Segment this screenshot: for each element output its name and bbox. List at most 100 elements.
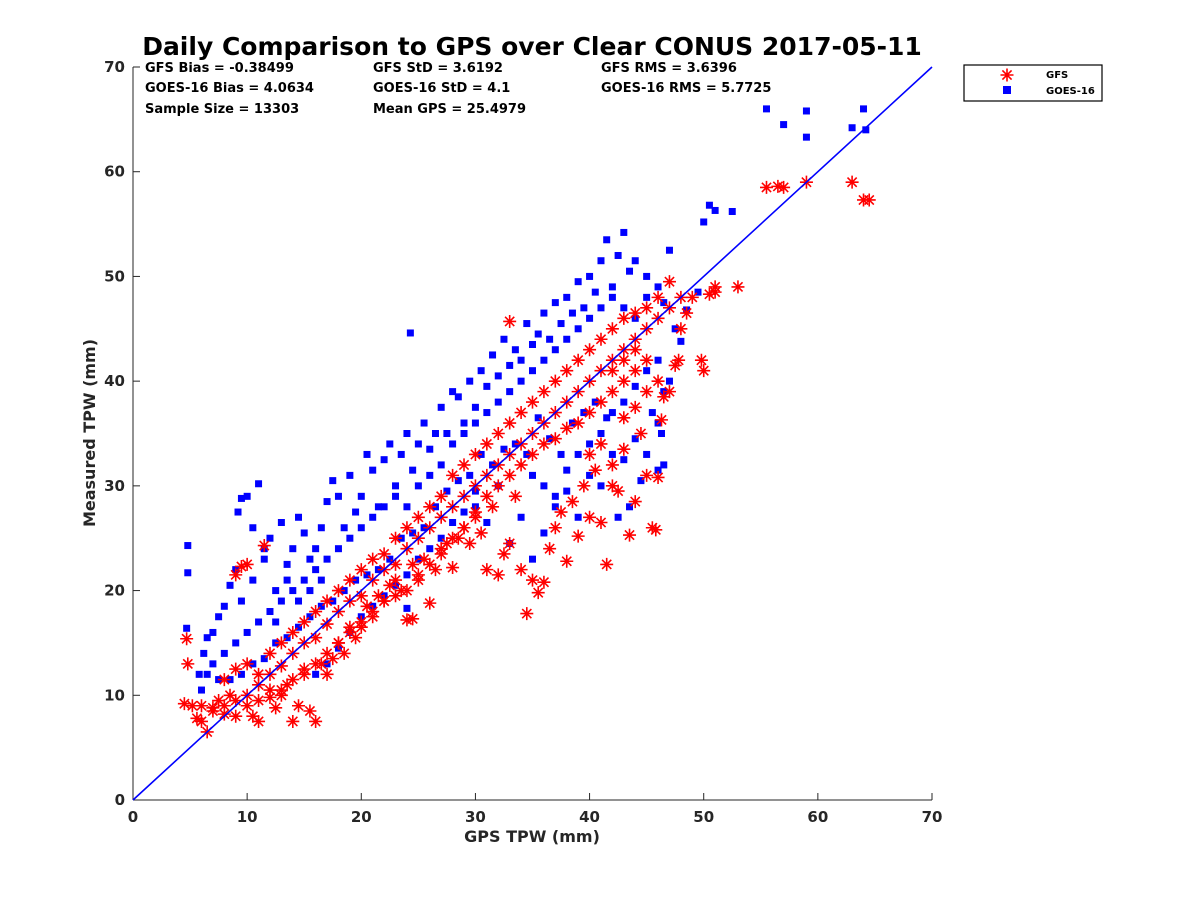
gfs-point [583, 343, 597, 357]
goes-point [380, 456, 388, 464]
gfs-point [257, 539, 271, 553]
goes-point [437, 534, 445, 542]
gfs-point [360, 599, 374, 613]
goes-point [249, 524, 257, 532]
goes-point [643, 450, 651, 458]
goes-point [312, 566, 320, 574]
goes-point [860, 105, 868, 113]
gfs-point [657, 390, 671, 404]
goes-point [300, 576, 308, 584]
goes-point [454, 477, 462, 485]
gfs-point [514, 406, 528, 420]
goes-point [563, 335, 571, 343]
goes-point [631, 382, 639, 390]
gfs-point [263, 690, 277, 704]
goes-point [317, 602, 325, 610]
gfs-point [628, 495, 642, 509]
gfs-point [428, 563, 442, 577]
gfs-point [417, 552, 431, 566]
gfs-point [297, 662, 311, 676]
gfs-point [457, 458, 471, 472]
gfs-point [354, 589, 368, 603]
goes-point [603, 414, 611, 422]
goes-point [471, 419, 479, 427]
gfs-point [440, 536, 454, 550]
goes-point [403, 503, 411, 511]
goes-point [357, 524, 365, 532]
goes-point [540, 482, 548, 490]
gfs-point [571, 529, 585, 543]
gfs-point [571, 416, 585, 430]
goes-point [511, 346, 519, 354]
goes-point [580, 304, 588, 312]
goes-point [466, 377, 474, 385]
gfs-point [406, 612, 420, 626]
goes-point [517, 356, 525, 364]
gfs-point [190, 711, 204, 725]
gfs-point [640, 385, 654, 399]
goes-point [184, 569, 192, 577]
goes-point [272, 587, 280, 595]
goes-point [255, 618, 263, 626]
gfs-point [286, 673, 300, 687]
goes-point [454, 393, 462, 401]
gfs-point [605, 458, 619, 472]
goes-point [529, 471, 536, 479]
goes-point [677, 337, 685, 345]
goes-point [694, 288, 702, 296]
gfs-point [605, 322, 619, 336]
stat-goes-std: GOES-16 StD = 4.1 [373, 81, 510, 96]
goes-point [574, 278, 582, 286]
goes-point [414, 482, 422, 490]
gfs-point [229, 662, 243, 676]
goes-point [574, 513, 582, 521]
goes-point [471, 403, 479, 411]
goes-point [183, 624, 191, 632]
goes-point [643, 272, 651, 280]
gfs-point [697, 364, 711, 378]
gfs-point [194, 699, 208, 713]
gfs-point [371, 589, 385, 603]
goes-point [862, 126, 870, 134]
gfs-point [263, 646, 277, 660]
gfs-point [548, 432, 562, 446]
goes-point [665, 377, 673, 385]
x-tick-label: 70 [922, 808, 943, 826]
goes-point [312, 670, 320, 678]
goes-point [460, 430, 468, 437]
goes-point [289, 545, 297, 553]
goes-point [374, 503, 382, 511]
goes-point [523, 320, 531, 328]
goes-point [195, 670, 203, 678]
goes-point [483, 519, 491, 527]
goes-point [540, 356, 548, 364]
goes-point [637, 477, 645, 485]
goes-point [506, 388, 514, 396]
gfs-point [554, 505, 568, 519]
legend-goes-label: GOES-16 [1046, 86, 1095, 97]
gfs-point [320, 667, 334, 681]
goes-point [660, 461, 668, 469]
gfs-point [400, 584, 414, 598]
goes-point [500, 445, 508, 453]
y-tick-label: 20 [104, 582, 125, 600]
gfs-point [654, 413, 668, 427]
x-tick-label: 40 [579, 808, 600, 826]
gfs-point [309, 631, 323, 645]
goes-point [597, 257, 605, 265]
gfs-point [480, 489, 494, 503]
legend: GFS GOES-16 [963, 64, 1103, 102]
goes-point [317, 576, 325, 584]
gfs-point [354, 563, 368, 577]
goes-point [397, 450, 405, 458]
goes-point [357, 492, 365, 500]
gfs-point [531, 586, 545, 600]
goes-point [346, 471, 354, 479]
gfs-point [617, 311, 631, 325]
goes-point [346, 534, 354, 542]
gfs-point [588, 463, 602, 477]
gfs-point [446, 531, 460, 545]
gfs-point [520, 607, 534, 621]
gfs-point [320, 594, 334, 608]
gfs-point [309, 714, 323, 728]
